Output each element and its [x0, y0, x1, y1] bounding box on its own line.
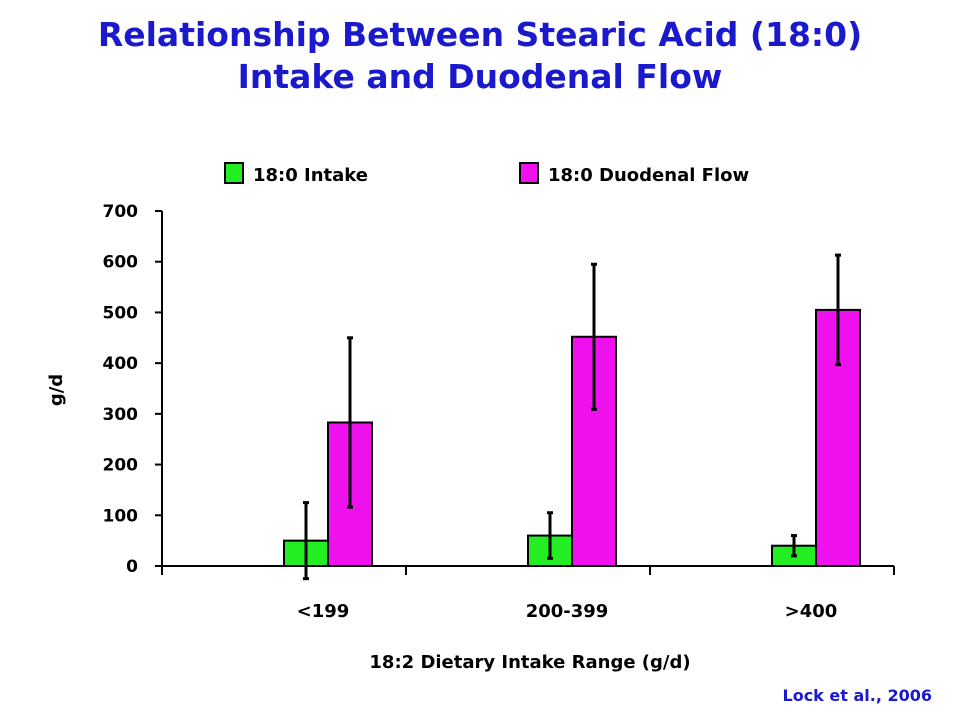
y-tick-label: 400 [103, 354, 139, 374]
x-axis-label: 18:2 Dietary Intake Range (g/d) [369, 652, 690, 673]
citation: Lock et al., 2006 [782, 686, 933, 705]
legend-swatch-intake [224, 162, 244, 184]
chart-title-line-1: Relationship Between Stearic Acid (18:0) [97, 15, 863, 54]
x-tick-label: <199 [297, 601, 350, 622]
legend-swatch-duodenal-flow [519, 162, 539, 184]
chart-title-line-2: Intake and Duodenal Flow [237, 57, 723, 96]
y-tick-label: 200 [103, 456, 139, 476]
y-axis: 0 100 200 300 400 500 600 700 [103, 202, 163, 577]
y-tick-label: 0 [126, 557, 138, 577]
y-tick-label: 500 [103, 303, 139, 323]
y-tick-label: 100 [103, 506, 139, 526]
y-tick-label: 300 [103, 405, 139, 425]
legend: 18:0 Intake 18:0 Duodenal Flow [224, 162, 749, 186]
legend-label-intake: 18:0 Intake [253, 165, 368, 186]
x-tick-label: >400 [785, 601, 838, 622]
y-tick-label: 600 [103, 253, 139, 273]
x-tick-label: 200-399 [526, 601, 609, 622]
chart-title: Relationship Between Stearic Acid (18:0)… [0, 14, 960, 98]
legend-label-duodenal-flow: 18:0 Duodenal Flow [548, 165, 749, 186]
y-tick-label: 700 [103, 202, 139, 222]
x-axis: <199 200-399 >400 [161, 565, 895, 622]
y-axis-label: g/d [46, 374, 67, 406]
bars [283, 253, 861, 581]
